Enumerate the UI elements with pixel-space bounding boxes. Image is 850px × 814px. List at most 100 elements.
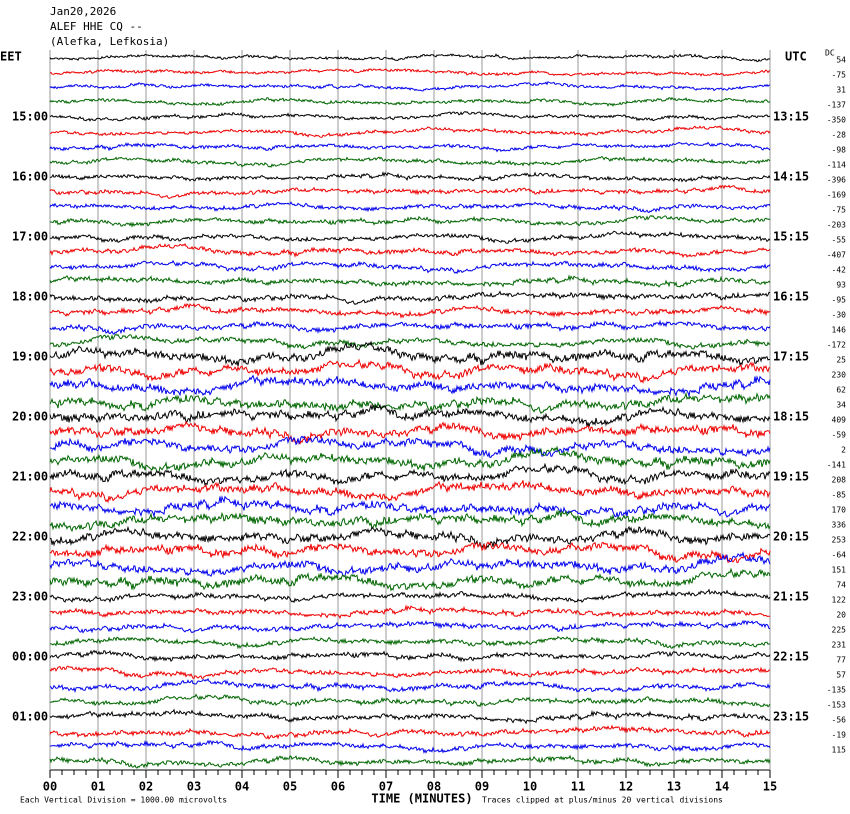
dc-value: 62 [836, 386, 846, 395]
dc-value: 170 [832, 506, 847, 515]
dc-value: -137 [827, 101, 846, 110]
trace [49, 739, 771, 754]
left-time: 19:00 [12, 350, 48, 364]
dc-value: -169 [827, 191, 846, 200]
right-time: 22:15 [773, 650, 809, 664]
x-tick-label: 15 [763, 780, 777, 794]
dc-value: -64 [832, 551, 847, 560]
dc-value: -98 [832, 146, 847, 155]
dc-value: -114 [827, 161, 846, 170]
trace [49, 230, 771, 244]
dc-value: -350 [827, 116, 846, 125]
right-time: 13:15 [773, 110, 809, 124]
trace [49, 319, 771, 335]
left-time: 21:00 [12, 470, 48, 484]
right-time: 18:15 [773, 410, 809, 424]
trace [49, 445, 771, 473]
right-time: 23:15 [773, 710, 809, 724]
trace [49, 81, 771, 92]
trace [49, 724, 771, 740]
left-time: 01:00 [12, 710, 48, 724]
trace [49, 677, 771, 694]
trace [49, 495, 771, 519]
trace [49, 141, 771, 153]
dc-value: 2 [841, 446, 846, 455]
dc-value: -30 [832, 311, 847, 320]
x-tick-label: 05 [283, 780, 297, 794]
dc-value: 115 [832, 746, 847, 755]
right-time: 17:15 [773, 350, 809, 364]
trace [49, 53, 771, 63]
left-time: 20:00 [12, 410, 48, 424]
trace [49, 358, 771, 384]
dc-value: -95 [832, 296, 847, 305]
x-tick-label: 04 [235, 780, 249, 794]
dc-value: -55 [832, 236, 847, 245]
left-time: 00:00 [12, 650, 48, 664]
trace [49, 111, 771, 122]
dc-value: 151 [832, 566, 847, 575]
x-tick-label: 07 [379, 780, 393, 794]
trace [49, 635, 771, 650]
trace [49, 649, 771, 663]
header-station: ALEF HHE CQ -- [50, 20, 143, 33]
dc-value: -85 [832, 491, 847, 500]
dc-value: 146 [832, 326, 847, 335]
dc-value: -59 [832, 431, 847, 440]
x-tick-label: 03 [187, 780, 201, 794]
header-location: (Alefka, Lefkosia) [50, 35, 169, 48]
trace [49, 462, 771, 487]
dc-value: 77 [836, 656, 846, 665]
trace [49, 754, 771, 769]
trace [50, 125, 771, 138]
trace [49, 340, 771, 367]
axis-title: TIME (MINUTES) [371, 792, 472, 806]
x-tick-label: 12 [619, 780, 633, 794]
dc-value: -75 [832, 71, 847, 80]
trace [49, 551, 771, 578]
trace [49, 403, 771, 429]
x-tick-label: 11 [571, 780, 585, 794]
dc-label: DC [825, 49, 835, 58]
right-time: 16:15 [773, 290, 809, 304]
dc-value: -42 [832, 266, 847, 275]
x-tick-label: 10 [523, 780, 537, 794]
right-time: 15:15 [773, 230, 809, 244]
x-tick-label: 02 [139, 780, 153, 794]
trace [49, 274, 771, 288]
trace [49, 333, 771, 350]
dc-value: -19 [832, 731, 847, 740]
trace [49, 155, 771, 168]
trace [49, 214, 771, 228]
right-zone: UTC [785, 50, 807, 64]
trace [49, 480, 771, 504]
dc-value: -153 [827, 701, 846, 710]
dc-value: 225 [832, 626, 847, 635]
dc-value: 231 [832, 641, 847, 650]
trace [49, 435, 771, 459]
dc-value: -172 [827, 341, 846, 350]
x-tick-label: 09 [475, 780, 489, 794]
scale-note: Each Vertical Division = 1000.00 microvo… [20, 796, 227, 805]
dc-value: 57 [836, 671, 846, 680]
right-time: 21:15 [773, 590, 809, 604]
right-time: 19:15 [773, 470, 809, 484]
dc-value: -141 [827, 461, 846, 470]
trace [49, 171, 771, 183]
dc-value: 34 [836, 401, 846, 410]
dc-value: -203 [827, 221, 846, 230]
dc-value: -407 [827, 251, 846, 260]
left-time: 18:00 [12, 290, 48, 304]
trace [49, 604, 771, 620]
left-zone: EET [0, 50, 22, 64]
trace [49, 708, 771, 725]
dc-value: 230 [832, 371, 847, 380]
x-tick-label: 08 [427, 780, 441, 794]
dc-value: 122 [832, 596, 847, 605]
dc-value: 20 [836, 611, 846, 620]
clip-note: Traces clipped at plus/minus 20 vertical… [482, 796, 723, 805]
trace [49, 68, 771, 77]
trace [49, 391, 771, 414]
trace [49, 184, 771, 199]
